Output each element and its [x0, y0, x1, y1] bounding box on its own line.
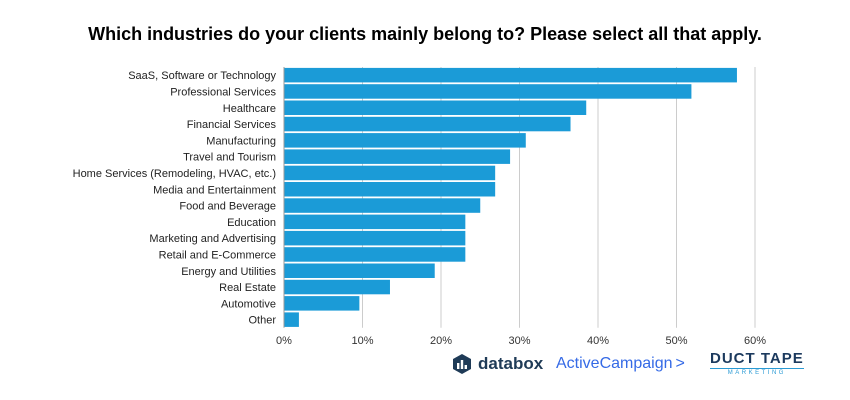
databox-logo: databox — [452, 354, 543, 374]
bar — [284, 312, 299, 327]
x-tick-label: 50% — [665, 335, 687, 347]
chevron-right-icon: > — [675, 355, 685, 372]
bar — [284, 214, 466, 230]
bar — [284, 116, 571, 132]
databox-logo-icon — [453, 354, 471, 374]
bar — [284, 149, 511, 164]
category-label: Home Services (Remodeling, HVAC, etc.) — [73, 168, 276, 180]
category-label: Travel and Tourism — [183, 152, 276, 164]
bar — [284, 67, 737, 83]
bar — [284, 263, 435, 278]
category-label: Real Estate — [219, 282, 276, 294]
footer-logos: databox ActiveCampaign > DUCT TAPE MARKET… — [0, 350, 850, 384]
bar — [284, 165, 496, 181]
category-label: Energy and Utilities — [181, 266, 276, 278]
databox-logo-text: databox — [478, 354, 544, 373]
bar — [284, 279, 390, 295]
duct-tape-marketing-logo: DUCT TAPE MARKETING — [710, 351, 804, 376]
category-label: Retail and E-Commerce — [159, 249, 276, 261]
bar — [284, 296, 360, 311]
category-label: Automotive — [221, 298, 276, 310]
category-label: Food and Beverage — [179, 201, 276, 213]
category-label: Professional Services — [170, 86, 276, 98]
bar — [284, 133, 526, 148]
bar — [284, 100, 587, 115]
x-tick-label: 40% — [587, 335, 609, 347]
bar — [284, 84, 692, 99]
category-label: Education — [227, 217, 276, 229]
category-label: SaaS, Software or Technology — [128, 70, 276, 82]
chart-title: Which industries do your clients mainly … — [88, 24, 762, 44]
bar-chart: 0% 10% 20% 30% 40% 50% 60% SaaS, Software or Te… — [73, 67, 766, 347]
category-label: Financial Services — [187, 119, 277, 131]
marketing-logo-text: MARKETING — [710, 368, 804, 376]
bar — [284, 182, 496, 197]
category-label: Manufacturing — [206, 135, 276, 147]
x-tick-label: 0% — [276, 335, 292, 347]
x-tick-label: 10% — [351, 335, 373, 347]
bar — [284, 230, 466, 246]
x-tick-label: 20% — [430, 335, 452, 347]
category-label: Media and Entertainment — [153, 184, 276, 196]
activecampaign-logo: ActiveCampaign > — [556, 355, 685, 373]
bar — [284, 198, 481, 213]
x-tick-label: 60% — [744, 335, 766, 347]
category-label: Marketing and Advertising — [149, 233, 276, 245]
activecampaign-logo-text: ActiveCampaign — [556, 355, 673, 372]
category-label: Other — [248, 315, 276, 327]
duct-tape-logo-text: DUCT TAPE — [710, 350, 804, 367]
x-tick-label: 30% — [508, 335, 530, 347]
bar — [284, 247, 466, 262]
category-label: Healthcare — [223, 103, 276, 115]
